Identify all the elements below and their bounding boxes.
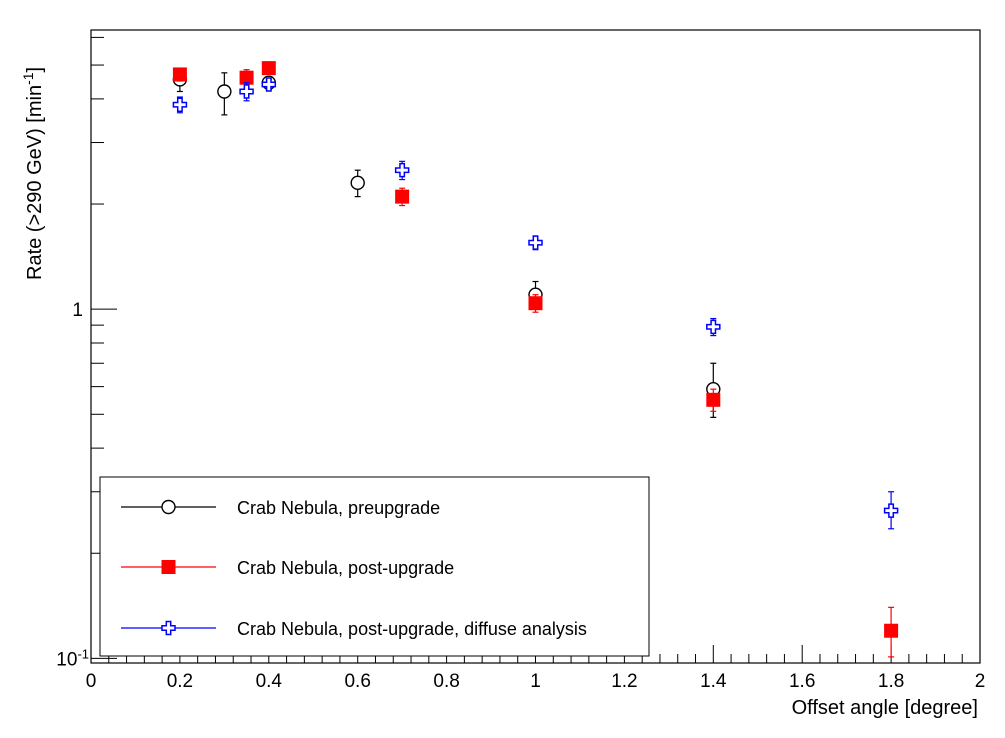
legend-marker [161,620,176,636]
data-point [394,160,410,181]
data-point [884,606,899,658]
y-axis-label-close: ] [24,67,46,73]
data-point [172,67,187,82]
y-axis-label-main: Rate (>290 GeV) [min [24,85,46,280]
point-marker [395,189,410,204]
x-tick-label: 1 [530,671,541,692]
x-tick-label: 0.4 [256,671,283,692]
point-marker [528,235,543,250]
legend: Crab Nebula, preupgrade Crab Nebula, post… [99,476,650,657]
point-marker [706,319,721,335]
y-tick-base: 1 [72,300,83,321]
point-marker [217,84,232,99]
legend-marker [161,560,176,574]
x-tick-label: 0 [86,671,97,692]
data-point [706,317,721,337]
point-marker [394,162,410,178]
y-tick-exponent: -1 [77,646,89,661]
x-tick-label: 0.6 [344,671,370,692]
point-marker [172,97,188,112]
data-point [261,77,277,92]
data-point [261,61,276,76]
series-3 [172,77,899,530]
point-marker [350,175,365,191]
data-point [350,169,365,198]
point-marker [884,623,899,638]
x-axis: 0 0.2 0.4 0.6 0.8 1 1.2 1.4 1.6 1.8 2 [86,645,986,692]
point-marker [239,84,254,99]
y-axis-label-sup: -1 [20,72,36,85]
series-1 [172,67,721,418]
x-tick-label: 1.4 [700,671,727,692]
y-axis-label: Rate (>290 GeV) [min-1] [20,67,46,280]
y-axis: 10-1 1 [56,36,117,670]
data-point [217,72,232,116]
legend-entry: Crab Nebula, preupgrade [121,498,440,518]
point-marker [172,67,187,82]
data-point [883,491,899,530]
x-tick-label: 1.2 [611,671,637,692]
point-marker [528,296,543,311]
x-tick-label: 1.8 [878,671,904,692]
y-tick-label: 10-1 [56,646,89,670]
x-tick-label: 0.8 [433,671,459,692]
data-points [172,61,899,658]
data-point [528,235,543,251]
data-point [395,187,410,207]
y-tick-base: 10 [56,649,77,670]
x-tick-label: 0.2 [167,671,193,692]
legend-entry: Crab Nebula, post-upgrade [121,558,454,578]
legend-label: Crab Nebula, post-upgrade [237,558,454,578]
data-point [528,294,543,313]
x-tick-label: 2 [975,671,986,692]
legend-label: Crab Nebula, post-upgrade, diffuse analy… [237,619,587,639]
legend-label: Crab Nebula, preupgrade [237,498,440,518]
point-marker [706,392,721,407]
series-2 [172,61,899,658]
legend-entry: Crab Nebula, post-upgrade, diffuse analy… [121,619,587,639]
x-tick-label: 1.6 [789,671,815,692]
data-point [172,96,188,114]
data-point [706,388,721,412]
point-marker [261,77,277,92]
data-point [239,82,254,102]
point-marker [261,61,276,76]
x-axis-label: Offset angle [degree] [792,697,978,719]
y-tick-label: 1 [72,300,83,321]
legend-marker [161,499,176,515]
point-marker [883,503,899,518]
